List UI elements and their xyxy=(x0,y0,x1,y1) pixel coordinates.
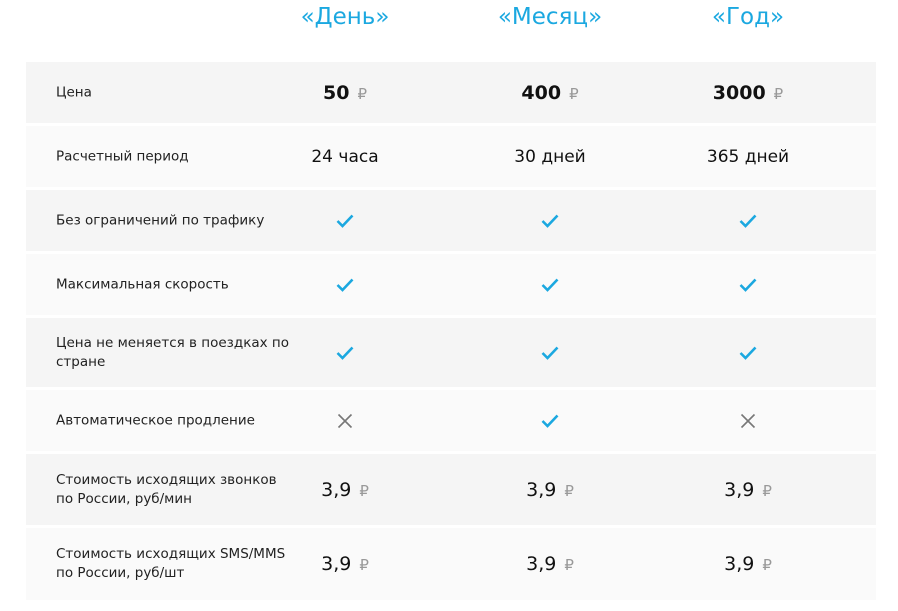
cell-value: 30 дней xyxy=(514,146,586,167)
table-row: Автоматическое продление xyxy=(26,390,876,451)
check-icon xyxy=(336,214,354,228)
plan-header-year: «Год» xyxy=(711,4,785,30)
cell-value: 3,9 ₽ xyxy=(724,553,772,575)
ruble-sign: ₽ xyxy=(359,556,369,574)
ruble-sign: ₽ xyxy=(762,481,772,500)
cell-value: 3,9 ₽ xyxy=(526,553,574,575)
cell-value: 3,9 ₽ xyxy=(724,478,772,501)
check-icon xyxy=(739,278,757,292)
table-row: Без ограничений по трафику xyxy=(26,190,876,251)
cell-value: 50 ₽ xyxy=(323,81,367,104)
plan-header-month: «Месяц» xyxy=(497,4,603,30)
cell-value: 3,9 ₽ xyxy=(526,478,574,501)
ruble-sign: ₽ xyxy=(564,556,574,574)
cell-value: 400 ₽ xyxy=(521,81,579,104)
check-icon xyxy=(739,346,757,360)
cell-value: 3000 ₽ xyxy=(712,81,784,104)
cross-icon xyxy=(740,413,756,429)
check-icon xyxy=(541,414,559,428)
table-row: Стоимость исходящих SMS/MMS по России, р… xyxy=(26,528,876,600)
row-label: Цена не меняется в поездках по стране xyxy=(56,334,289,370)
plan-header-day: «День» xyxy=(300,4,390,30)
ruble-sign: ₽ xyxy=(762,556,772,574)
ruble-sign: ₽ xyxy=(564,481,574,500)
row-label: Без ограничений по трафику xyxy=(56,212,265,228)
cross-icon xyxy=(337,413,353,429)
check-icon xyxy=(541,214,559,228)
table-row: Цена 50 ₽ 400 ₽ 3000 ₽ xyxy=(26,62,876,123)
ruble-sign: ₽ xyxy=(359,481,369,500)
table-row: Стоимость исходящих звонков по России, р… xyxy=(26,454,876,525)
cell-value: 3,9 ₽ xyxy=(321,478,369,501)
row-label: Стоимость исходящих звонков по России, р… xyxy=(56,471,277,507)
row-label: Цена xyxy=(56,84,92,100)
check-icon xyxy=(336,278,354,292)
ruble-sign: ₽ xyxy=(569,84,579,103)
row-label: Максимальная скорость xyxy=(56,276,229,292)
row-label: Расчетный период xyxy=(56,148,189,164)
check-icon xyxy=(541,278,559,292)
table-row: Расчетный период 24 часа 30 дней 365 дней xyxy=(26,126,876,187)
row-label: Автоматическое продление xyxy=(56,412,255,428)
table-row: Максимальная скорость xyxy=(26,254,876,315)
cell-value: 365 дней xyxy=(706,146,790,167)
cell-value: 24 часа xyxy=(311,146,379,167)
ruble-sign: ₽ xyxy=(357,84,367,103)
table-row: Цена не меняется в поездках по стране xyxy=(26,318,876,387)
check-icon xyxy=(739,214,757,228)
ruble-sign: ₽ xyxy=(773,84,784,103)
cell-value: 3,9 ₽ xyxy=(321,553,369,575)
check-icon xyxy=(336,346,354,360)
row-label: Стоимость исходящих SMS/MMS по России, р… xyxy=(56,546,286,581)
check-icon xyxy=(541,346,559,360)
